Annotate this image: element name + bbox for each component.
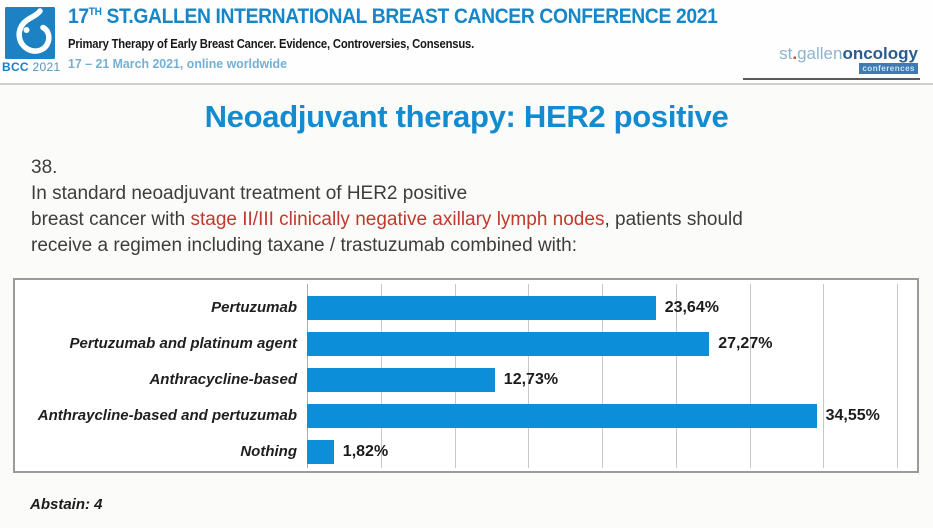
bar-value-label: 23,64% — [664, 299, 719, 316]
question-highlight-red: stage II/III clinically negative axillar… — [190, 209, 605, 230]
bcc-drop-logo-icon — [5, 7, 55, 59]
conference-title: 17TH ST.GALLEN INTERNATIONAL BREAST CANC… — [68, 5, 718, 29]
x-gridline — [749, 284, 751, 468]
bar — [307, 368, 495, 392]
conference-title-ordinal: TH — [88, 6, 102, 18]
bar-category-label: Pertuzumab — [211, 299, 297, 316]
question-number: 38. — [31, 157, 58, 178]
bcc-logo-text: BCC — [2, 60, 29, 74]
stgallen-oncology-logo: st.gallenoncology conferences — [743, 42, 920, 80]
brand-dot: . — [792, 44, 798, 63]
bar — [307, 332, 710, 356]
brand-st: st — [779, 44, 793, 63]
conference-subtitle: Primary Therapy of Early Breast Cancer. … — [68, 37, 475, 51]
conference-header: BCC 2021 17TH ST.GALLEN INTERNATIONAL BR… — [0, 0, 933, 85]
bar-category-label: Anthracycline-based — [149, 371, 297, 388]
question-line-1: In standard neoadjuvant treatment of HER… — [31, 183, 468, 204]
bcc-logo-caption: BCC 2021 — [2, 60, 62, 74]
bar-category-label: Pertuzumab and platinum agent — [69, 335, 297, 352]
conference-title-number: 17 — [68, 5, 89, 28]
question-line-3: receive a regimen including taxane / tra… — [31, 235, 578, 256]
x-gridline — [675, 284, 677, 468]
brand-conferences-badge: conferences — [859, 63, 918, 74]
bar-value-label: 1,82% — [342, 443, 389, 460]
bar — [307, 296, 656, 320]
conference-dates: 17 – 21 March 2021, online worldwide — [68, 56, 287, 71]
x-gridline — [897, 284, 898, 468]
conference-title-rest: ST.GALLEN INTERNATIONAL BREAST CANCER CO… — [101, 5, 718, 28]
question-line-2-suffix: , patients should — [604, 209, 743, 230]
question-line-2-prefix: breast cancer with — [31, 209, 191, 230]
x-gridline — [528, 284, 530, 468]
slide-title: Neoadjuvant therapy: HER2 positive — [204, 99, 729, 134]
bar-category-label: Nothing — [240, 443, 297, 460]
x-gridline — [602, 284, 603, 468]
bar-value-label: 27,27% — [718, 335, 773, 352]
bar-value-label: 12,73% — [503, 371, 559, 388]
x-gridline — [823, 284, 825, 468]
bcc-logo-year: 2021 — [28, 60, 61, 74]
stgallen-oncology-wordmark: st.gallenoncology — [779, 44, 918, 64]
brand-oncology: oncology — [842, 44, 918, 63]
bar — [307, 440, 334, 464]
abstain-note: Abstain: 4 — [30, 496, 103, 513]
bar-chart: Pertuzumab 23,64% Pertuzumab and platinum … — [13, 278, 919, 473]
bar — [307, 404, 817, 428]
question-block: 38. In standard neoadjuvant treatment of… — [31, 155, 743, 259]
bar-category-label: Anthraycline-based and pertuzumab — [37, 407, 297, 424]
brand-gallen: gallen — [797, 44, 843, 63]
header-text-block: 17TH ST.GALLEN INTERNATIONAL BREAST CANC… — [68, 5, 774, 71]
question-line-2: breast cancer with stage II/III clinical… — [31, 207, 743, 233]
bar-value-label: 34,55% — [825, 407, 880, 424]
